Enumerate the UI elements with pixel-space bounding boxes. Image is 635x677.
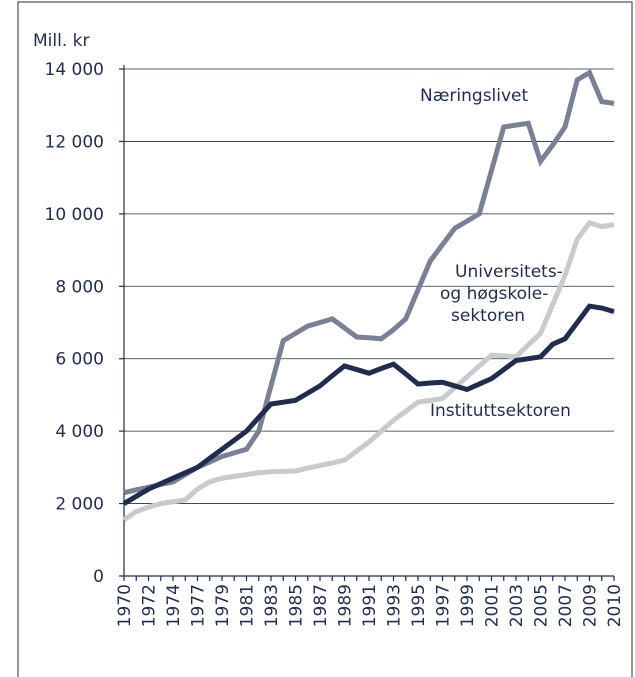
x-tick-label: 2005 xyxy=(532,584,552,627)
series-label: Universitets-og høgskole-sektoren xyxy=(440,262,563,326)
series-line xyxy=(122,303,615,506)
x-tick-label: 1970 xyxy=(115,584,135,627)
x-tick-label: 1972 xyxy=(140,584,160,627)
x-tick-label: 1987 xyxy=(311,584,331,627)
y-tick-label: 0 xyxy=(93,567,104,587)
y-axis-label: Mill. kr xyxy=(33,31,89,51)
x-tick-label: 2010 xyxy=(605,584,625,627)
y-tick-label: 4 000 xyxy=(55,422,104,442)
x-tick-label: 1979 xyxy=(213,584,233,627)
series-label: Næringslivet xyxy=(420,86,529,106)
y-tick-label: 2 000 xyxy=(55,495,104,515)
x-tick-label: 1999 xyxy=(458,584,478,627)
y-tick-label: 6 000 xyxy=(55,350,104,370)
x-tick-label: 1977 xyxy=(189,584,209,627)
x-tick-label: 2001 xyxy=(483,584,503,627)
y-tick-label: 10 000 xyxy=(45,205,104,225)
x-tick-label: 1985 xyxy=(287,584,307,627)
x-tick-label: 1995 xyxy=(409,584,429,627)
y-tick-label: 14 000 xyxy=(45,60,104,80)
x-tick-label: 1981 xyxy=(238,584,258,627)
x-tick-label: 2007 xyxy=(556,584,576,627)
x-tick-label: 1974 xyxy=(164,584,184,627)
x-tick-label: 1991 xyxy=(360,584,380,627)
x-tick-label: 1989 xyxy=(336,584,356,627)
y-tick-label: 12 000 xyxy=(45,132,104,152)
x-tick-label: 1997 xyxy=(434,584,454,627)
series-line xyxy=(123,69,615,496)
series-label: Instituttsektoren xyxy=(430,401,571,421)
frame xyxy=(17,1,633,677)
y-tick-label: 8 000 xyxy=(55,277,104,297)
x-tick-label: 2003 xyxy=(507,584,527,627)
x-tick-label: 1983 xyxy=(262,584,282,627)
series-line xyxy=(122,220,615,522)
x-tick-label: 1993 xyxy=(385,584,405,627)
x-tick-label: 2009 xyxy=(581,584,601,627)
